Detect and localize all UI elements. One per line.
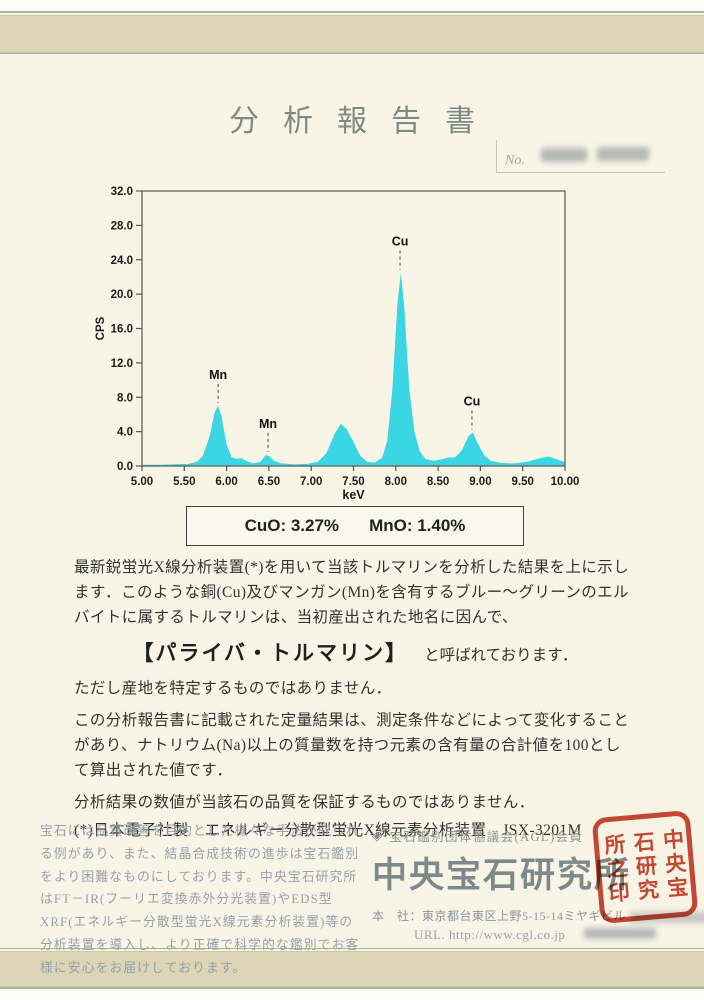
paragraph-origin-note: ただし産地を特定するものではありません． (74, 680, 392, 698)
svg-text:5.50: 5.50 (173, 476, 195, 488)
svg-text:Cu: Cu (464, 394, 481, 408)
svg-text:8.50: 8.50 (427, 476, 449, 488)
footer-description: 宝石には品質改善を目的とした様々な手法が取られる例があり、また、結晶合成技術の進… (40, 824, 360, 975)
svg-text:7.50: 7.50 (342, 476, 364, 488)
paragraph-quality-note: 分析結果の数値が当該石の品質を保証するものではありません． (74, 793, 535, 811)
footer-company-block: ◈ 宝石鑑別団体協議会(AGL)会員 中央宝石研究所 本 社：東京都台東区上野5… (372, 826, 704, 943)
paragraph-measurement-note: この分析報告書に記載された定量結果は、測定条件などによって変化することがあり、ナ… (74, 712, 630, 779)
paragraph-analysis-intro: 最新鋭蛍光X線分析装置(*)を用いて当該トルマリンを分析した結果を上に示します．… (74, 559, 630, 626)
top-band (0, 15, 704, 53)
gem-name-highlight: 【パライバ・トルマリン】 (132, 641, 409, 666)
top-margin-strip (0, 0, 704, 11)
svg-text:keV: keV (342, 488, 365, 502)
bottom-band-line (0, 987, 704, 989)
report-number-field: No. (496, 140, 665, 173)
report-number-label: No. (505, 153, 525, 168)
x-axis: 5.00 5.50 6.00 6.50 7.00 7.50 8.00 8.50 9.00 9.50… (131, 466, 580, 502)
highlight-row: 【パライバ・トルマリン】 と呼ばれております． (74, 637, 636, 667)
svg-text:28.0: 28.0 (111, 220, 133, 232)
mno-value: MnO: 1.40% (369, 516, 466, 535)
svg-text:6.00: 6.00 (215, 476, 237, 488)
bottom-band-line-inner (0, 948, 704, 949)
svg-text:32.0: 32.0 (111, 186, 133, 198)
svg-text:8.00: 8.00 (385, 476, 407, 488)
cuo-value: CuO: 3.27% (244, 516, 340, 535)
svg-text:Mn: Mn (209, 368, 227, 382)
svg-text:4.0: 4.0 (117, 427, 133, 439)
agl-member-row: ◈ 宝石鑑別団体協議会(AGL)会員 (372, 826, 702, 845)
seal-column-right: 中央宝 (659, 827, 690, 902)
top-band-line-inner (0, 53, 704, 54)
svg-text:20.0: 20.0 (111, 289, 133, 301)
svg-text:5.00: 5.00 (131, 476, 153, 488)
seal-column-middle: 石研究 (630, 830, 661, 904)
company-address-text: 本 社：東京都台東区上野5-15-14ミヤギビル (372, 909, 626, 923)
spectrum-chart: 0.0 4.0 8.0 12.0 16.0 20.0 24.0 28.0 32.0 CPS 5.00… (95, 186, 580, 502)
svg-text:24.0: 24.0 (111, 255, 133, 267)
svg-text:Cu: Cu (392, 235, 409, 249)
bottom-band (0, 951, 704, 987)
svg-text:CPS: CPS (95, 316, 107, 340)
company-seal-stamp: 所之印 石研究 中央宝 (591, 809, 699, 925)
svg-text:8.0: 8.0 (117, 392, 133, 404)
svg-text:7.00: 7.00 (300, 476, 322, 488)
svg-text:9.00: 9.00 (469, 476, 491, 488)
svg-text:Mn: Mn (259, 417, 277, 431)
svg-text:12.0: 12.0 (111, 358, 133, 370)
paragraph-instrument-note: (*)日本電子社製 エネルギー分散型蛍光X線元素分析装置 JSX-3201M (74, 822, 582, 840)
quantitative-result-box: CuO: 3.27% MnO: 1.40% (186, 506, 524, 546)
gem-name-suffix: と呼ばれております． (424, 647, 578, 665)
peak-annotations: Mn Mn Cu Cu (209, 235, 480, 452)
agl-member-label: 宝石鑑別団体協議会(AGL)会員 (389, 830, 584, 844)
plot-frame (141, 190, 566, 467)
spectrum-chart-svg: 0.0 4.0 8.0 12.0 16.0 20.0 24.0 28.0 32.0 CPS 5.00… (95, 186, 580, 502)
svg-text:6.50: 6.50 (258, 476, 280, 488)
report-number-redacted-1 (541, 148, 587, 162)
bottom-margin-strip (0, 989, 704, 1000)
top-band-line (0, 11, 704, 13)
svg-text:9.50: 9.50 (512, 476, 534, 488)
spectrum-area (142, 272, 565, 466)
footer-redacted-block (584, 928, 656, 939)
company-name: 中央宝石研究所 (372, 856, 632, 895)
report-body: 最新鋭蛍光X線分析装置(*)を用いて当該トルマリンを分析した結果を上に示します．… (74, 556, 636, 851)
company-url: URL. http://www.cgl.co.jp (414, 927, 566, 942)
svg-text:16.0: 16.0 (111, 324, 133, 336)
y-axis: 0.0 4.0 8.0 12.0 16.0 20.0 24.0 28.0 32.0 CPS (95, 186, 142, 473)
page-title: 分析報告書 (229, 105, 499, 138)
svg-text:0.0: 0.0 (117, 461, 133, 473)
seal-column-left: 所之印 (601, 832, 632, 907)
svg-text:10.00: 10.00 (551, 476, 580, 488)
report-number-redacted-2 (597, 147, 649, 161)
agl-diamond-icon: ◈ (372, 827, 384, 843)
